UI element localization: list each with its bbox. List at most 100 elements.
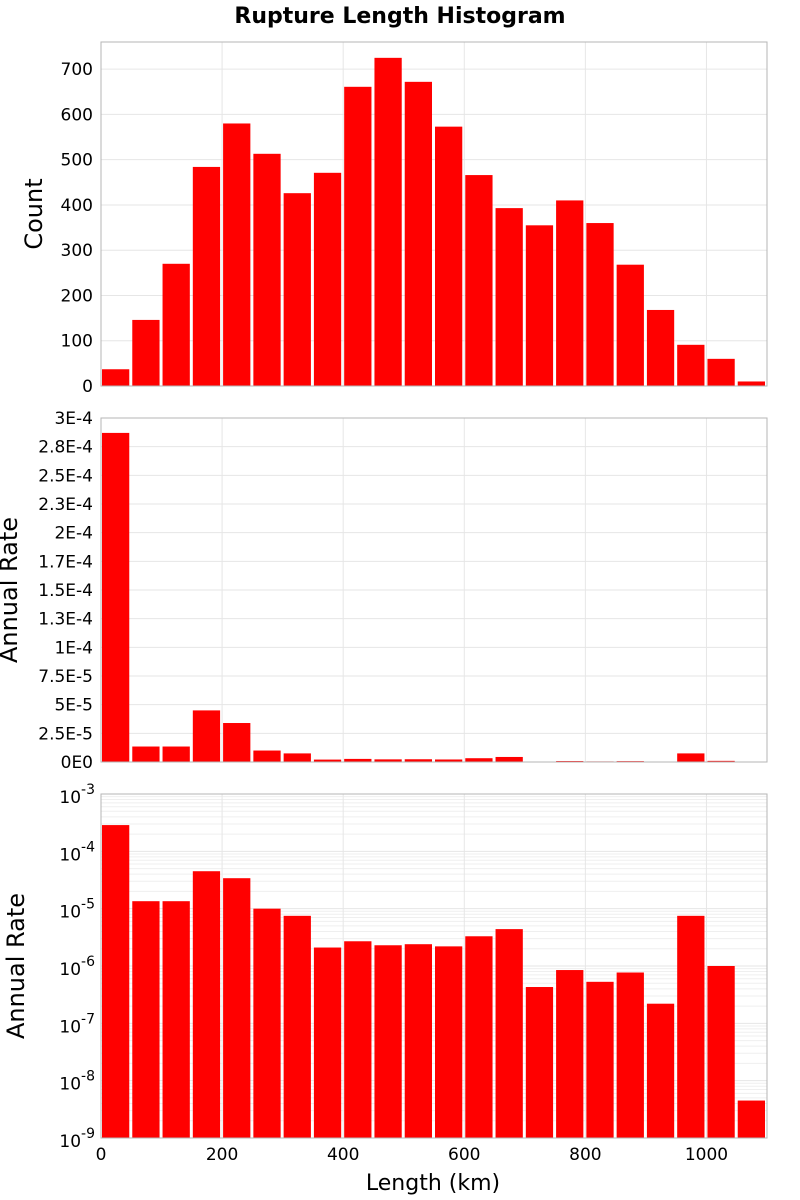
bar-1-350 <box>313 759 342 762</box>
bar-0-250 <box>253 153 281 386</box>
y-tick-label: 300 <box>61 241 93 261</box>
y-axis-label: Annual Rate <box>2 893 30 1039</box>
bar-1-150 <box>192 710 221 762</box>
bar-2-700 <box>525 987 554 1138</box>
bar-2-1050 <box>737 1100 765 1138</box>
bar-1-400 <box>344 758 372 762</box>
y-tick-label: 5E-5 <box>54 696 93 716</box>
bar-1-650 <box>495 756 523 762</box>
y-tick-label: 10-9 <box>59 1126 95 1152</box>
bar-2-50 <box>132 901 160 1138</box>
bar-0-1050 <box>737 381 765 386</box>
bar-1-1000 <box>707 760 735 762</box>
x-tick-label: 200 <box>206 1145 238 1165</box>
bar-2-800 <box>586 981 614 1138</box>
y-tick-label: 3E-4 <box>54 409 93 429</box>
bar-0-700 <box>525 225 554 386</box>
y-axis-label: Annual Rate <box>0 517 23 663</box>
y-tick-label: 2.5E-4 <box>38 466 93 486</box>
y-tick-label: 2.3E-4 <box>38 495 93 515</box>
y-tick-label: 200 <box>61 286 93 306</box>
bar-2-450 <box>374 945 402 1138</box>
y-tick-label: 700 <box>61 60 93 80</box>
bar-2-250 <box>253 908 281 1138</box>
y-tick-label: 400 <box>61 196 93 216</box>
bar-1-50 <box>132 746 160 762</box>
y-tick-label: 2E-4 <box>54 524 93 544</box>
bar-2-150 <box>192 871 221 1138</box>
bar-0-150 <box>192 166 221 386</box>
bar-0-200 <box>223 123 251 386</box>
plot-frame <box>100 41 768 387</box>
bar-2-300 <box>283 915 311 1138</box>
panel-count: 0 100 200 300 400 500 600 700 Count <box>20 41 768 397</box>
bar-1-0 <box>102 432 130 762</box>
bar-2-600 <box>465 936 493 1138</box>
bar-2-900 <box>646 1003 675 1138</box>
y-tick-label: 1.7E-4 <box>38 552 93 572</box>
bar-1-200 <box>223 723 251 762</box>
y-tick-label: 7.5E-5 <box>38 667 93 687</box>
plot-frame <box>100 417 768 763</box>
plot-frame <box>100 793 768 1139</box>
bar-2-400 <box>344 941 372 1138</box>
bar-0-350 <box>313 172 342 386</box>
bar-1-500 <box>404 759 432 762</box>
bar-2-100 <box>162 901 190 1138</box>
y-tick-label: 10-8 <box>59 1069 95 1095</box>
x-tick-label: 0 <box>96 1145 107 1165</box>
bar-0-1000 <box>707 358 735 386</box>
bar-0-0 <box>102 369 130 386</box>
y-tick-label: 10-7 <box>59 1011 95 1037</box>
bar-0-650 <box>495 208 523 386</box>
chart-title: Rupture Length Histogram <box>234 4 565 29</box>
y-tick-label: 2.5E-5 <box>38 724 93 744</box>
bar-2-950 <box>677 915 705 1138</box>
bar-0-300 <box>283 193 311 386</box>
y-tick-label: 2.8E-4 <box>38 438 93 458</box>
y-tick-label: 0E0 <box>61 753 93 773</box>
y-axis-label: Count <box>20 178 48 249</box>
bar-2-850 <box>616 972 644 1138</box>
y-tick-label: 600 <box>61 105 93 125</box>
bar-2-350 <box>313 947 342 1138</box>
bar-2-500 <box>404 944 432 1138</box>
bar-0-900 <box>646 309 675 386</box>
bar-0-550 <box>435 126 463 387</box>
y-tick-label: 1.3E-4 <box>38 610 93 630</box>
x-tick-label: 800 <box>569 1145 601 1165</box>
bar-1-600 <box>465 758 493 762</box>
y-tick-label: 100 <box>61 332 93 352</box>
bar-0-800 <box>586 223 614 386</box>
y-tick-label: 10-5 <box>59 897 95 923</box>
y-tick-label: 10-4 <box>59 839 95 865</box>
bar-0-450 <box>374 57 402 387</box>
bar-1-100 <box>162 746 190 762</box>
y-tick-label: 1E-4 <box>54 638 93 658</box>
bar-1-300 <box>283 753 311 762</box>
bar-0-750 <box>556 200 584 386</box>
bar-0-100 <box>162 263 190 386</box>
bar-2-1000 <box>707 966 735 1138</box>
bar-1-550 <box>435 759 463 762</box>
bar-2-750 <box>556 970 584 1138</box>
x-tick-label: 1000 <box>685 1145 728 1165</box>
bar-0-850 <box>616 264 644 386</box>
bar-1-450 <box>374 759 402 762</box>
y-tick-label: 500 <box>61 151 93 171</box>
y-tick-label: 10-6 <box>59 954 95 980</box>
panel-annual-rate-log: 10-9 10-8 10-7 10-6 10-5 10-4 10-3 Annual Rate <box>2 782 768 1152</box>
y-tick-label: 1.5E-4 <box>38 581 93 601</box>
x-tick-label: 600 <box>448 1145 480 1165</box>
bar-1-950 <box>677 753 705 762</box>
bar-0-950 <box>677 344 705 386</box>
x-tick-label: 400 <box>327 1145 359 1165</box>
bar-2-550 <box>435 946 463 1138</box>
bar-0-50 <box>132 319 160 386</box>
bar-2-200 <box>223 878 251 1138</box>
bar-0-600 <box>465 175 493 386</box>
bar-2-650 <box>495 929 523 1138</box>
y-tick-label: 0 <box>82 377 93 397</box>
bar-0-500 <box>404 81 432 387</box>
